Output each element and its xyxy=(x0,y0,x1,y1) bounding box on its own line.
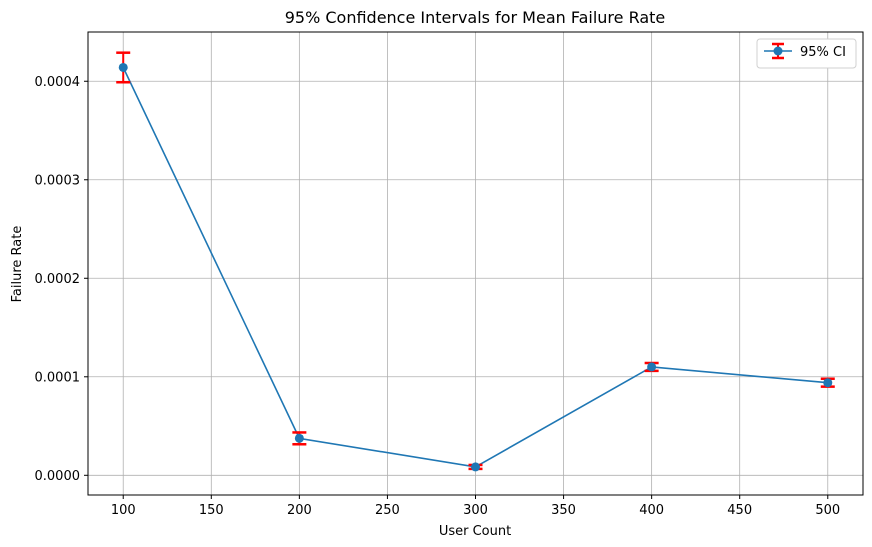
series-layer xyxy=(116,51,835,472)
x-tick-label: 100 xyxy=(111,503,136,518)
y-tick-label: 0.0004 xyxy=(35,75,81,90)
x-tick-label: 150 xyxy=(199,503,224,518)
data-point xyxy=(118,62,128,72)
y-tick-label: 0.0003 xyxy=(35,173,81,188)
x-tick-label: 450 xyxy=(727,503,752,518)
y-tick-label: 0.0002 xyxy=(35,272,81,287)
x-tick-label: 500 xyxy=(815,503,840,518)
legend-marker-sample xyxy=(773,46,783,56)
data-point xyxy=(294,433,304,443)
tick-layer: 100 150 200 250 300 350 400 450 500 0.0000 0.0001 0… xyxy=(35,75,841,518)
legend: 95% CI xyxy=(756,38,857,69)
x-tick-label: 350 xyxy=(551,503,576,518)
legend-label: 95% CI xyxy=(800,45,846,60)
y-tick-label: 0.0000 xyxy=(35,469,81,484)
data-point xyxy=(471,462,480,472)
legend-box xyxy=(756,38,857,69)
x-tick-label: 200 xyxy=(287,503,312,518)
y-tick-label: 0.0001 xyxy=(35,370,81,385)
x-tick-label: 300 xyxy=(463,503,488,518)
x-axis-label: User Count xyxy=(439,524,511,539)
x-tick-label: 250 xyxy=(375,503,400,518)
data-point xyxy=(823,378,833,388)
grid-layer xyxy=(88,32,863,495)
chart-title: 95% Confidence Intervals for Mean Failur… xyxy=(285,8,666,27)
data-point xyxy=(647,362,657,372)
x-tick-label: 400 xyxy=(639,503,664,518)
y-axis-label: Failure Rate xyxy=(10,226,25,303)
